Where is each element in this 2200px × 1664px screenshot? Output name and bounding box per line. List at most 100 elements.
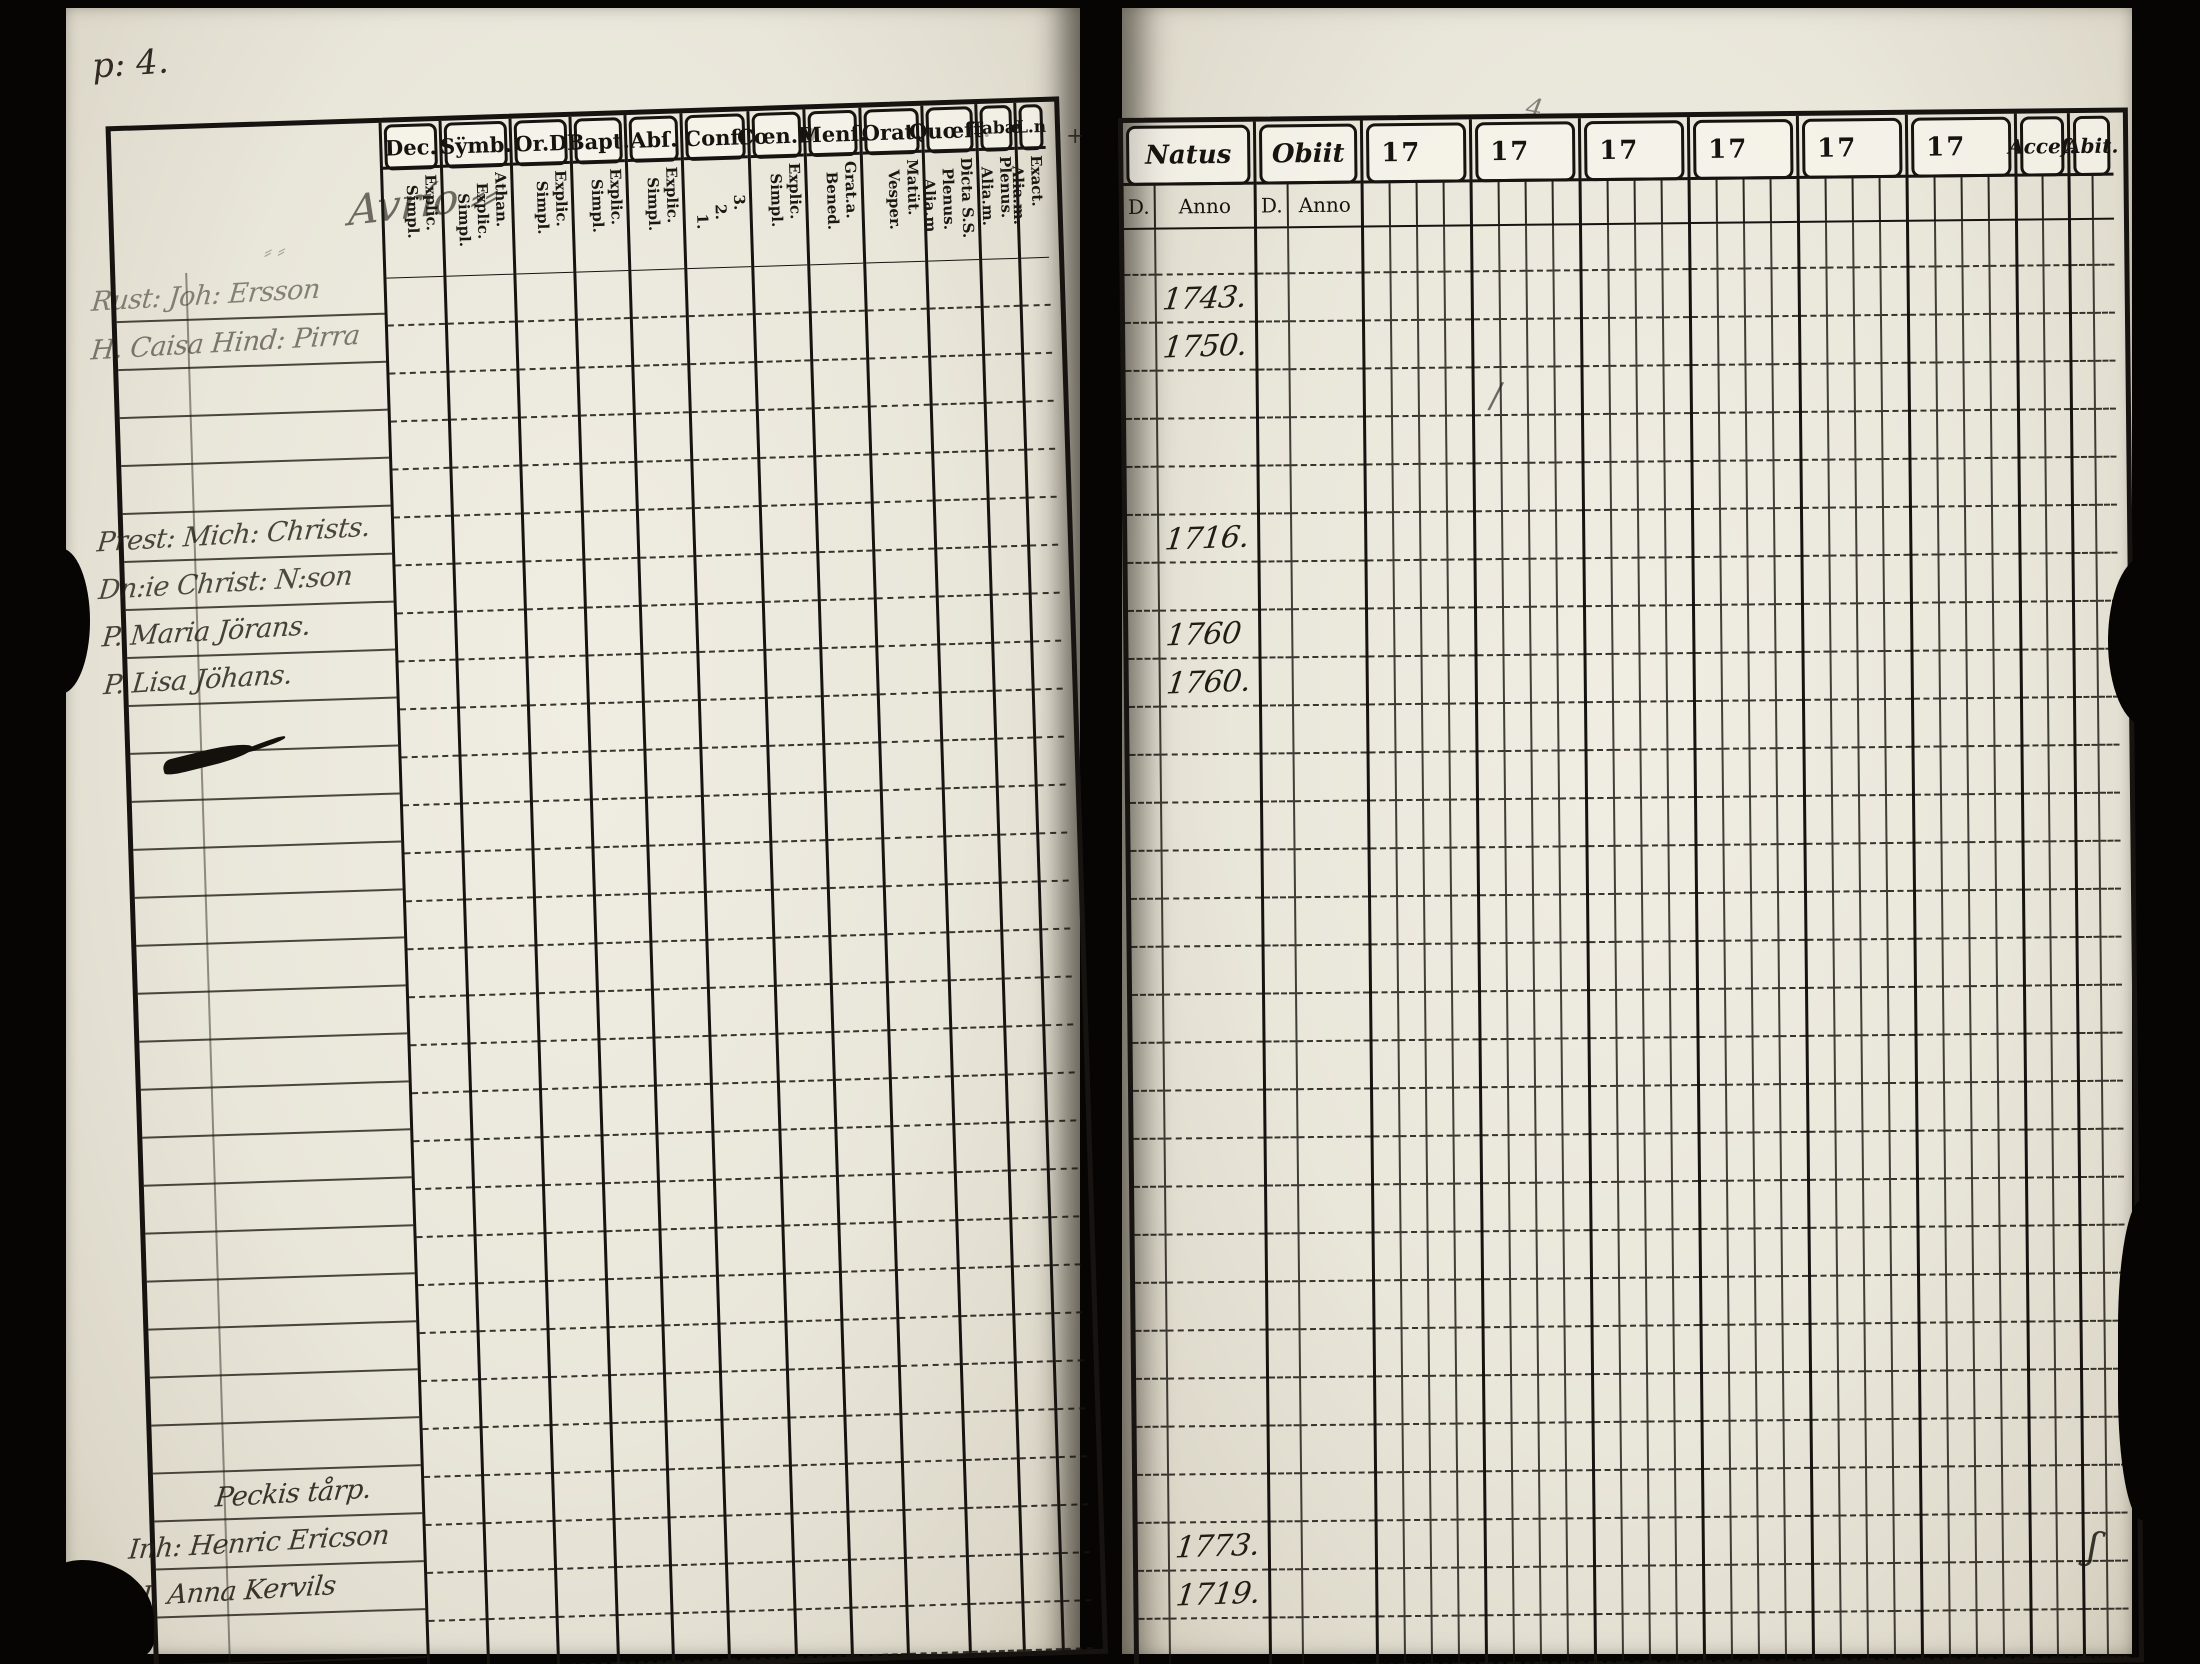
grid-row: [1420, 464, 1447, 513]
grid-row: [1880, 221, 1907, 269]
column-header-label: 17: [1801, 117, 1903, 179]
grid-row: [2023, 794, 2049, 843]
grid-row: [709, 986, 776, 1037]
subheader-cell: [1744, 179, 1772, 222]
grid-row: [1666, 558, 1692, 607]
grid-row: [1296, 945, 1370, 995]
grid-row: [1889, 987, 1915, 1037]
grid-row: [1585, 558, 1612, 608]
grid-row: [699, 650, 765, 701]
grid-row: [1487, 1615, 1514, 1664]
grid-row: [1257, 228, 1288, 275]
grid-row: [1990, 314, 2017, 363]
grid-row: [958, 1219, 1011, 1270]
grid-row: [1918, 1083, 1944, 1132]
grid-row: [1504, 607, 1530, 657]
grid-row: [1132, 1043, 1164, 1092]
grid-row: [1393, 464, 1420, 514]
grid-row: [881, 741, 942, 792]
grid-row: [775, 937, 830, 987]
grid-row: [1613, 654, 1640, 703]
grid-row: [1046, 1073, 1077, 1123]
grid-row: [2096, 505, 2118, 554]
grid-row: [1566, 1423, 1593, 1472]
grid-row: [723, 1418, 789, 1469]
grid-row: [1642, 798, 1668, 847]
subheader-cell: [1908, 177, 1936, 220]
grid-row: [1037, 785, 1068, 835]
year-entry: 1716.: [1162, 519, 1251, 558]
grid-row: [1536, 1135, 1563, 1184]
grid-row: [1540, 1471, 1566, 1520]
grid-row: [1563, 1087, 1589, 1136]
grid-row: [929, 307, 983, 358]
grid-row: [937, 547, 990, 598]
grid-row: [1837, 1180, 1863, 1229]
grid-row: [1128, 659, 1160, 708]
column-subheaders: Grat.a. Bened.: [806, 151, 864, 265]
grid-row: [1267, 1234, 1299, 1283]
grid-row: [888, 981, 950, 1032]
grid-row: [873, 501, 935, 552]
grid-row: [1935, 221, 1962, 268]
grid-row: [1636, 270, 1662, 319]
grid-row: [1810, 1180, 1836, 1229]
grid-row: [1856, 508, 1883, 557]
grid-row: [1010, 1170, 1049, 1220]
grid-row: [1698, 893, 1724, 943]
grid-row: [656, 1084, 712, 1135]
grid-row: [1835, 1036, 1862, 1085]
grid-row: [1699, 1037, 1726, 1086]
grid-row: [985, 354, 1023, 404]
grid-row: [1420, 416, 1446, 465]
name-entry: Prest: Mich: Christs.: [95, 511, 372, 559]
grid-row: [1700, 1085, 1726, 1134]
grid-row: [1016, 1362, 1055, 1412]
grid-row: [1590, 1038, 1617, 1088]
grid-row: [852, 1606, 907, 1657]
grid-row: [618, 1614, 673, 1664]
grid-row: [1672, 1134, 1699, 1183]
grid-row: [1861, 892, 1887, 941]
grid-row: [2081, 1225, 2103, 1275]
grid-row: [516, 272, 575, 323]
grid-row: [1863, 1132, 1890, 1181]
grid-row: [1620, 1326, 1647, 1375]
grid-row: [835, 1079, 891, 1129]
grid-row: [776, 985, 832, 1035]
grid-row: [970, 1603, 1023, 1653]
grid-row: [1801, 364, 1827, 413]
grid-row: [1018, 1410, 1056, 1460]
grid-row: [1422, 656, 1449, 705]
grid-row: [1940, 651, 1966, 700]
grid-row: [1392, 320, 1418, 370]
grid-row: [652, 940, 707, 991]
subheader-cell: [1445, 182, 1470, 224]
grid-row: [1609, 270, 1635, 319]
pen-mark: +: [1066, 124, 1085, 149]
grid-row: [2024, 890, 2050, 939]
grid-row: [1649, 1518, 1676, 1567]
grid-row: [1828, 412, 1855, 461]
grid-row: [1692, 365, 1718, 415]
grid-row: [964, 1411, 1017, 1462]
grid-row: [2073, 505, 2095, 555]
grid-row: [1965, 506, 1992, 556]
grid-row: [2028, 1178, 2053, 1227]
grid-row: [1061, 1553, 1092, 1603]
grid-row: [1646, 1182, 1672, 1231]
grid-row: [1616, 942, 1643, 991]
grid-row: [1591, 1086, 1617, 1136]
grid-row: [1963, 314, 1990, 364]
grid-row: [1776, 652, 1802, 702]
grid-row: [1724, 797, 1750, 846]
grid-row: [1998, 1034, 2025, 1083]
grid-row: [1138, 1619, 1170, 1664]
grid-row: [1167, 1282, 1266, 1332]
grid-row: [1950, 1611, 1977, 1660]
grid-row: [810, 263, 865, 314]
grid-row: [2056, 1418, 2082, 1467]
grid-row: [1808, 988, 1834, 1037]
grid-row: [1938, 459, 1964, 508]
grid-row: [406, 900, 465, 951]
